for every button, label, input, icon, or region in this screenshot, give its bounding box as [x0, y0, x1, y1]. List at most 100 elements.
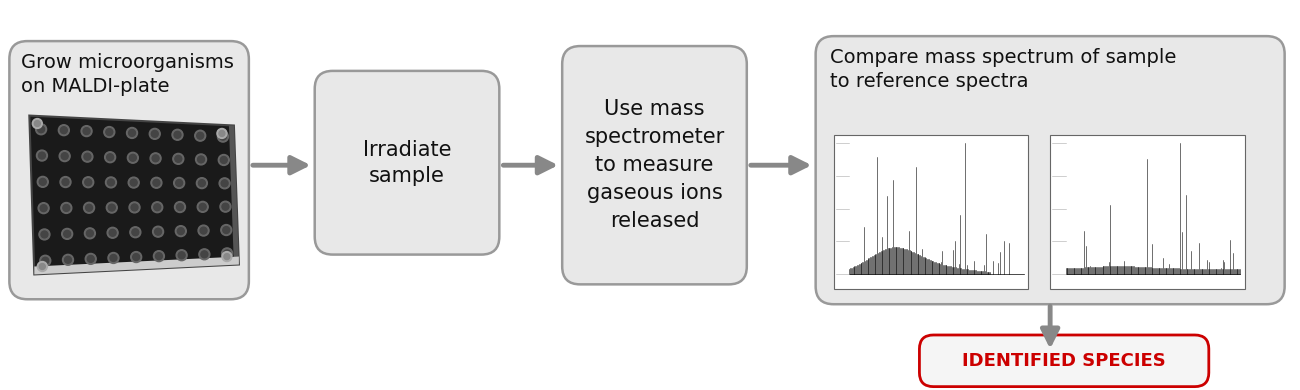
Circle shape	[150, 153, 161, 164]
Circle shape	[62, 254, 74, 265]
Circle shape	[38, 126, 44, 133]
Circle shape	[38, 203, 49, 214]
Circle shape	[198, 201, 208, 212]
Circle shape	[129, 177, 139, 188]
Circle shape	[58, 125, 69, 136]
Circle shape	[61, 229, 73, 239]
Circle shape	[60, 151, 70, 161]
Circle shape	[198, 225, 209, 236]
Circle shape	[61, 152, 68, 160]
Circle shape	[60, 177, 72, 188]
Circle shape	[108, 179, 114, 186]
Circle shape	[217, 128, 228, 138]
Circle shape	[199, 249, 209, 260]
Text: Grow microorganisms
on MALDI-plate: Grow microorganisms on MALDI-plate	[21, 53, 234, 96]
Circle shape	[82, 151, 92, 162]
Circle shape	[174, 155, 182, 162]
Circle shape	[129, 129, 135, 136]
Circle shape	[130, 179, 138, 186]
Circle shape	[153, 251, 164, 262]
Text: Compare mass spectrum of sample
to reference spectra: Compare mass spectrum of sample to refer…	[829, 48, 1176, 90]
Circle shape	[40, 231, 48, 238]
FancyBboxPatch shape	[562, 46, 746, 284]
Circle shape	[176, 226, 186, 237]
Circle shape	[84, 153, 91, 160]
Circle shape	[107, 227, 118, 238]
Circle shape	[174, 177, 185, 188]
Circle shape	[84, 228, 95, 239]
Circle shape	[39, 178, 47, 185]
Text: IDENTIFIED SPECIES: IDENTIFIED SPECIES	[962, 352, 1166, 370]
FancyBboxPatch shape	[833, 135, 1028, 289]
Circle shape	[152, 226, 164, 237]
Circle shape	[177, 250, 187, 261]
Circle shape	[198, 156, 204, 163]
Circle shape	[107, 202, 117, 213]
Circle shape	[221, 180, 228, 187]
Circle shape	[81, 126, 92, 136]
Circle shape	[218, 131, 225, 136]
Circle shape	[199, 180, 205, 187]
Circle shape	[83, 202, 95, 213]
Circle shape	[217, 131, 229, 142]
FancyBboxPatch shape	[315, 71, 499, 255]
Circle shape	[174, 202, 186, 213]
Circle shape	[152, 202, 162, 213]
Polygon shape	[229, 126, 239, 264]
Circle shape	[178, 252, 185, 259]
Circle shape	[111, 255, 117, 261]
Circle shape	[150, 128, 160, 139]
Circle shape	[221, 225, 231, 236]
Circle shape	[133, 254, 139, 261]
Circle shape	[129, 202, 140, 213]
Circle shape	[222, 252, 231, 262]
FancyBboxPatch shape	[1050, 135, 1244, 289]
Circle shape	[199, 203, 207, 210]
Circle shape	[86, 204, 92, 211]
Circle shape	[172, 129, 183, 140]
Text: Irradiate
sample: Irradiate sample	[363, 140, 451, 186]
Circle shape	[220, 178, 230, 189]
Circle shape	[83, 128, 90, 135]
Circle shape	[32, 119, 43, 128]
Circle shape	[195, 154, 207, 165]
Circle shape	[202, 251, 208, 258]
Circle shape	[152, 155, 159, 162]
FancyBboxPatch shape	[919, 335, 1209, 386]
Circle shape	[130, 227, 140, 238]
Circle shape	[62, 179, 69, 186]
Circle shape	[196, 178, 208, 189]
Circle shape	[153, 204, 161, 211]
Circle shape	[39, 152, 46, 159]
Circle shape	[83, 177, 94, 188]
Circle shape	[173, 153, 183, 164]
Circle shape	[222, 203, 229, 210]
Circle shape	[39, 229, 49, 240]
Text: Use mass
spectrometer
to measure
gaseous ions
released: Use mass spectrometer to measure gaseous…	[585, 99, 724, 231]
Circle shape	[151, 130, 159, 137]
Circle shape	[60, 127, 68, 134]
Circle shape	[155, 228, 161, 235]
Circle shape	[104, 152, 116, 163]
Circle shape	[176, 179, 182, 186]
Circle shape	[195, 130, 205, 141]
Circle shape	[218, 154, 229, 165]
Circle shape	[62, 204, 70, 211]
Circle shape	[108, 252, 118, 263]
Circle shape	[131, 204, 138, 211]
Circle shape	[156, 253, 162, 260]
Circle shape	[126, 128, 138, 138]
Circle shape	[107, 154, 113, 161]
Circle shape	[224, 250, 230, 257]
Circle shape	[200, 227, 207, 234]
Circle shape	[40, 255, 51, 266]
Circle shape	[220, 133, 226, 140]
Polygon shape	[34, 257, 239, 275]
Circle shape	[131, 229, 139, 236]
Circle shape	[38, 176, 48, 187]
FancyBboxPatch shape	[9, 41, 248, 299]
FancyBboxPatch shape	[815, 36, 1284, 304]
Circle shape	[84, 179, 92, 186]
Circle shape	[35, 124, 47, 135]
Circle shape	[151, 177, 162, 188]
